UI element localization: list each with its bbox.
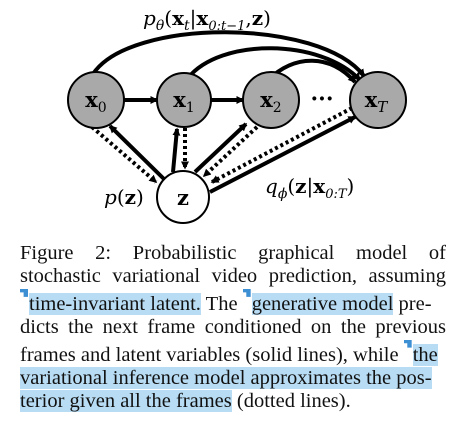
highlight-variational-inference[interactable]: variational inference model approximates… [20, 367, 432, 390]
caption-line-3: time-invariant latent. The generative mo… [20, 288, 446, 316]
svg-text:x1: x1 [173, 87, 194, 116]
label-generative-x2: x [196, 6, 209, 30]
edge-xT-z-inference [210, 106, 353, 184]
node-x2-base: x [260, 87, 273, 112]
caption-line-1: Figure 2: Probabilistic graphical model … [20, 242, 446, 264]
label-generative-x2-sub: 0:t−1 [208, 19, 245, 34]
node-xT-base: x [365, 87, 378, 112]
label-generative-comma: , [245, 6, 251, 30]
label-posterior-z: z [295, 174, 306, 198]
label-generative-open: ( [164, 6, 172, 30]
node-x1-base: x [173, 87, 186, 112]
label-posterior-fn-sub: ϕ [278, 186, 288, 202]
svg-text:x0: x0 [85, 87, 106, 116]
label-generative-z: z [252, 6, 263, 30]
label-prior-fn: p [104, 185, 117, 209]
caption-line-5-text: frames and latent variables (solid lines… [20, 343, 404, 366]
node-x0-base: x [85, 87, 98, 112]
annotation-marker-icon[interactable] [403, 339, 412, 348]
caption-line-4: dicts the next frame conditioned on the … [20, 316, 446, 339]
highlight-generative-model[interactable]: generative model [251, 292, 394, 315]
node-z: z [156, 170, 210, 224]
label-posterior: qϕ(z|x0:T) [265, 174, 354, 202]
label-prior-close: ) [136, 185, 144, 209]
edge-z-x2 [193, 122, 248, 174]
edge-x0-z-inference [90, 125, 158, 184]
graphical-model-figure: x0 x1 x2 ··· xT z pθ(xt|x0:t−1,z) p(z) q… [67, 6, 407, 224]
edge-z-xT [209, 115, 357, 194]
label-prior-z: z [125, 185, 136, 209]
edge-z-x0 [108, 124, 167, 182]
annotation-marker-icon[interactable] [242, 288, 251, 297]
label-posterior-open: ( [287, 174, 295, 198]
label-posterior-fn: q [265, 174, 278, 198]
node-xT: xT [349, 71, 407, 129]
node-x1-sub: 1 [186, 100, 195, 116]
label-posterior-x-sub: 0:T [325, 187, 348, 202]
caption-line-6: variational inference model approximates… [20, 367, 446, 390]
label-prior-open: ( [117, 185, 125, 209]
label-generative-x-sub: t [184, 18, 190, 34]
label-generative-close: ) [263, 6, 271, 30]
node-x2-sub: 2 [273, 100, 282, 116]
edge-x2-z-inference [202, 125, 259, 178]
highlight-the[interactable]: the [412, 343, 438, 366]
node-x1: x1 [156, 72, 212, 128]
node-xT-sub: T [377, 98, 388, 116]
label-posterior-close: ) [347, 174, 355, 198]
label-generative-fn: p [143, 6, 156, 30]
ellipsis: ··· [311, 86, 334, 112]
caption-line-7-text: (dotted lines). [231, 390, 351, 413]
arc-x1-to-xT [186, 46, 362, 82]
figure-caption: Figure 2: Probabilistic graphical model … [20, 242, 446, 414]
annotation-marker-icon[interactable] [20, 288, 28, 297]
caption-line-7: terior given all the frames (dotted line… [20, 390, 446, 413]
label-generative-bar: | [190, 6, 197, 31]
highlight-posterior[interactable]: terior given all the frames [20, 390, 232, 413]
label-generative-fn-sub: θ [156, 18, 165, 34]
node-z-label: z [177, 185, 189, 210]
caption-line-2: stochastic variational video prediction,… [20, 265, 446, 288]
label-posterior-x: x [313, 174, 326, 198]
caption-line-5: frames and latent variables (solid lines… [20, 339, 446, 367]
svg-text:x2: x2 [260, 87, 281, 116]
caption-line-3-text-b: pre- [393, 292, 432, 315]
label-generative-x: x [172, 6, 185, 30]
label-posterior-bar: | [307, 174, 314, 199]
svg-text:xT: xT [365, 87, 389, 116]
label-generative: pθ(xt|x0:t−1,z) [143, 6, 271, 34]
node-x0-sub: 0 [98, 100, 107, 116]
node-x2: x2 [242, 71, 300, 129]
node-x0: x0 [67, 71, 125, 129]
arc-x0-to-xT [91, 30, 366, 78]
edge-z-x1 [171, 127, 181, 173]
label-prior: p(z) [104, 185, 144, 209]
highlight-time-invariant[interactable]: time-invariant latent. [29, 292, 201, 315]
caption-line-3-text-a: The [200, 292, 243, 315]
